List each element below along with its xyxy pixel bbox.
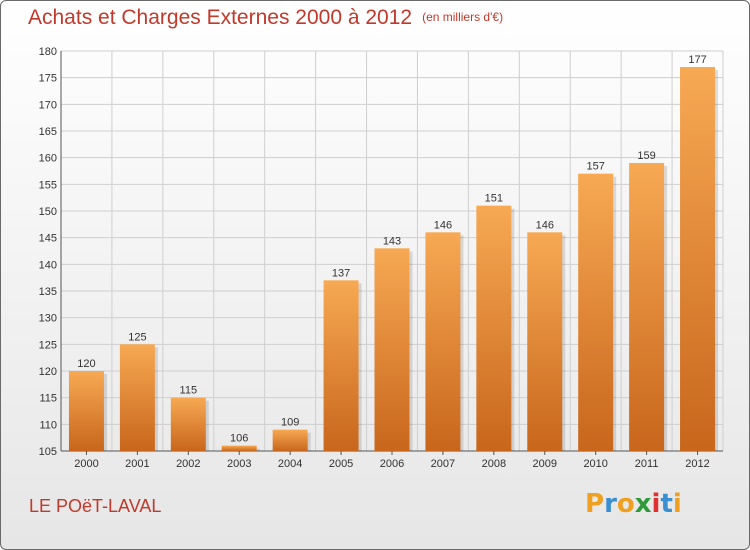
- x-tick-label: 2000: [74, 458, 98, 470]
- y-tick-label: 115: [39, 393, 57, 405]
- bar-value-label: 159: [637, 150, 655, 162]
- bar: [680, 67, 716, 451]
- logo-letter: r: [604, 489, 617, 519]
- x-tick-label: 2009: [533, 458, 557, 470]
- bars: [68, 67, 719, 451]
- y-tick-label: 135: [39, 286, 57, 298]
- y-tick-label: 110: [39, 419, 57, 431]
- chart-unit: (en milliers d'€): [422, 10, 504, 24]
- y-tick-label: 125: [39, 339, 57, 351]
- x-tick-label: 2010: [583, 458, 607, 470]
- x-tick-label: 2008: [482, 458, 506, 470]
- x-tick-label: 2012: [685, 458, 709, 470]
- bar-value-label: 143: [383, 235, 401, 247]
- y-tick-label: 155: [39, 179, 57, 191]
- y-tick-label: 160: [39, 153, 57, 165]
- bar: [68, 371, 104, 451]
- y-tick-label: 140: [39, 259, 57, 271]
- y-tick-label: 145: [39, 233, 57, 245]
- x-tick-label: 2003: [227, 458, 251, 470]
- y-tick-label: 165: [39, 126, 57, 138]
- bar: [629, 163, 665, 451]
- proxiti-logo: Proxiti: [585, 489, 682, 519]
- y-tick-label: 150: [39, 206, 57, 218]
- y-tick-label: 170: [39, 99, 57, 111]
- bar-value-label: 157: [587, 161, 605, 173]
- bar-value-label: 177: [688, 54, 706, 66]
- bar: [425, 232, 461, 451]
- x-tick-label: 2004: [278, 458, 302, 470]
- bar: [272, 429, 308, 451]
- bar-value-label: 120: [77, 358, 95, 370]
- bar-value-label: 146: [434, 219, 452, 231]
- bar: [578, 173, 614, 451]
- commune-name: LE POëT-LAVAL: [29, 496, 162, 516]
- bar-value-label: 115: [180, 385, 198, 397]
- x-tick-label: 2005: [329, 458, 353, 470]
- logo-letter: o: [616, 489, 635, 519]
- bar-value-label: 137: [332, 267, 350, 279]
- bar-value-label: 106: [230, 433, 248, 445]
- bar-value-label: 151: [485, 193, 503, 205]
- bar: [527, 232, 563, 451]
- x-tick-label: 2006: [380, 458, 404, 470]
- chart-title: Achats et Charges Externes 2000 à 2012 (e…: [28, 6, 503, 30]
- bar: [374, 248, 410, 451]
- y-tick-label: 180: [39, 46, 57, 58]
- y-tick-label: 175: [39, 73, 57, 85]
- y-tick-label: 120: [39, 366, 57, 378]
- bar: [221, 445, 257, 451]
- x-tick-label: 2007: [431, 458, 455, 470]
- logo-letter: i: [651, 489, 661, 519]
- bar: [323, 280, 359, 451]
- chart-title-text: Achats et Charges Externes 2000 à 2012: [28, 6, 413, 29]
- x-tick-label: 2002: [176, 458, 200, 470]
- logo-letter: i: [672, 489, 682, 519]
- bar: [476, 205, 512, 451]
- logo-letter: t: [660, 489, 673, 519]
- logo-letter: x: [634, 489, 652, 519]
- y-tick-label: 130: [39, 313, 57, 325]
- bar-value-label: 125: [128, 331, 146, 343]
- bar-value-label: 146: [536, 219, 554, 231]
- bar: [119, 344, 155, 451]
- logo-letter: P: [585, 489, 605, 519]
- x-tick-label: 2001: [125, 458, 149, 470]
- y-tick-label: 105: [39, 446, 57, 458]
- bar: [170, 397, 206, 451]
- bar-value-label: 109: [281, 417, 299, 429]
- x-tick-label: 2011: [635, 458, 659, 470]
- data-labels: 120 125 115 106 109 137 143 146 151 146 157 159 177: [77, 54, 706, 445]
